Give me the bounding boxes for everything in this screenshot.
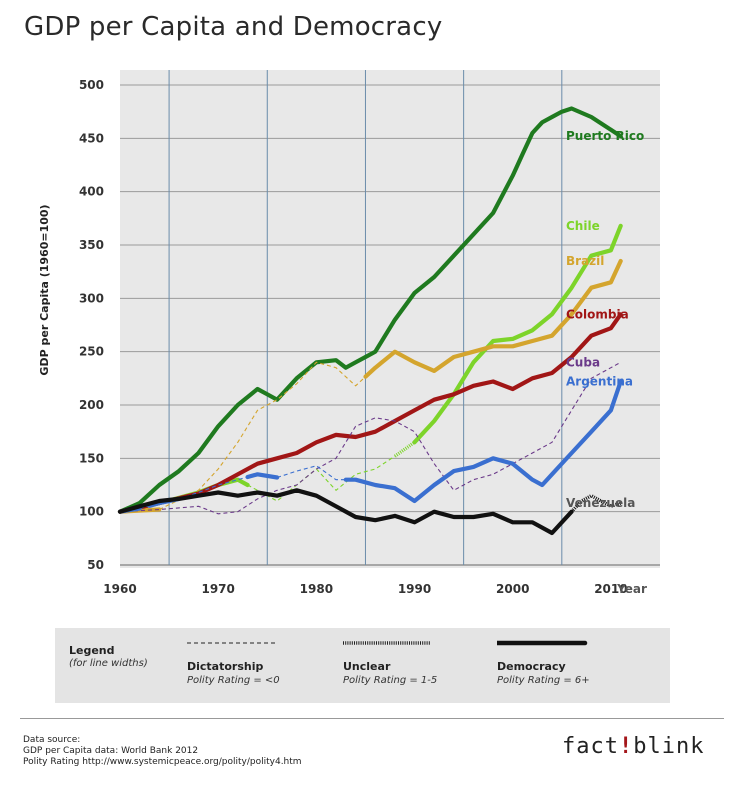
series-label: Cuba bbox=[566, 355, 600, 369]
brand-left: fact bbox=[562, 734, 619, 759]
series-label: Venezuela bbox=[566, 496, 635, 510]
source-gdp: GDP per Capita data: World Bank 2012 bbox=[23, 746, 199, 756]
series-line-argentina bbox=[343, 379, 623, 504]
series-line-chile bbox=[393, 440, 416, 458]
legend-line-dictatorship bbox=[187, 642, 275, 644]
x-tick-label: 1970 bbox=[201, 582, 234, 596]
y-tick-label: 400 bbox=[79, 185, 104, 199]
series-line-puerto-rico bbox=[117, 106, 623, 514]
y-tick-label: 250 bbox=[79, 345, 104, 359]
legend-name: Democracy bbox=[497, 660, 566, 673]
y-tick-label: 450 bbox=[79, 131, 104, 145]
axis-ticks: 50 100 150 200 250 300 350 400 450 500 1960 1970 198… bbox=[79, 78, 628, 596]
x-tick-label: 1960 bbox=[103, 582, 136, 596]
series-line-cuba bbox=[119, 361, 621, 515]
y-tick-label: 150 bbox=[79, 451, 104, 465]
legend-item-unclear: Unclear Polity Rating = 1-5 bbox=[343, 638, 503, 687]
series-line-chile bbox=[412, 223, 623, 445]
legend-line-unclear bbox=[343, 641, 431, 645]
series-label: Brazil bbox=[566, 254, 604, 268]
chart-plot: 50 100 150 200 250 300 350 400 450 500 1960 1970 198… bbox=[38, 70, 660, 596]
data-source: Data source: GDP per Capita data: World … bbox=[23, 735, 302, 768]
legend-rating: Polity Rating = 1-5 bbox=[343, 675, 438, 686]
footer-divider bbox=[20, 718, 724, 719]
series-lines bbox=[117, 106, 623, 536]
y-tick-label: 350 bbox=[79, 238, 104, 252]
y-tick-label: 100 bbox=[79, 505, 104, 519]
series-line-venezuela bbox=[117, 488, 574, 536]
legend-title: Legend bbox=[69, 644, 115, 657]
legend-item-democracy: Democracy Polity Rating = 6+ bbox=[494, 638, 657, 687]
source-polity: Polity Rating http://www.systemicpeace.o… bbox=[23, 757, 302, 767]
source-heading: Data source: bbox=[23, 735, 81, 745]
legend-rating: Polity Rating = <0 bbox=[187, 675, 280, 686]
series-labels: Puerto Rico Chile Brazil Colombia Cuba Argent… bbox=[566, 129, 644, 510]
legend-name: Unclear bbox=[343, 660, 391, 673]
brand-bang: ! bbox=[618, 734, 634, 759]
y-axis-label: GDP per Capita (1960=100) bbox=[38, 204, 51, 375]
legend: Legend (for line widths) Dictatorship Po… bbox=[55, 628, 670, 703]
y-tick-label: 50 bbox=[87, 558, 104, 572]
legend-subtitle: (for line widths) bbox=[69, 658, 148, 669]
series-label: Argentina bbox=[566, 375, 633, 389]
series-label: Chile bbox=[566, 219, 600, 233]
legend-name: Dictatorship bbox=[187, 660, 264, 673]
x-tick-label: 2000 bbox=[496, 582, 529, 596]
factblink-logo: fact!blink bbox=[562, 734, 704, 759]
brand-right: blink bbox=[633, 734, 705, 759]
x-tick-label: 1980 bbox=[300, 582, 333, 596]
x-axis-label: Year bbox=[616, 582, 647, 596]
series-line-brazil bbox=[363, 258, 623, 379]
chart-title: GDP per Capita and Democracy bbox=[24, 12, 443, 42]
y-tick-label: 300 bbox=[79, 291, 104, 305]
legend-rating: Polity Rating = 6+ bbox=[497, 675, 590, 686]
grid bbox=[120, 70, 660, 566]
series-label: Colombia bbox=[566, 307, 629, 321]
series-line-argentina bbox=[245, 472, 280, 480]
x-tick-label: 2010 bbox=[594, 582, 627, 596]
y-tick-label: 200 bbox=[79, 398, 104, 412]
legend-item-dictatorship: Dictatorship Polity Rating = <0 bbox=[187, 638, 347, 687]
series-label: Puerto Rico bbox=[566, 129, 644, 143]
x-tick-label: 1990 bbox=[398, 582, 431, 596]
y-tick-label: 500 bbox=[79, 78, 104, 92]
legend-line-democracy bbox=[494, 640, 588, 646]
series-line-argentina bbox=[178, 476, 248, 500]
series-line-venezuela bbox=[570, 494, 622, 513]
